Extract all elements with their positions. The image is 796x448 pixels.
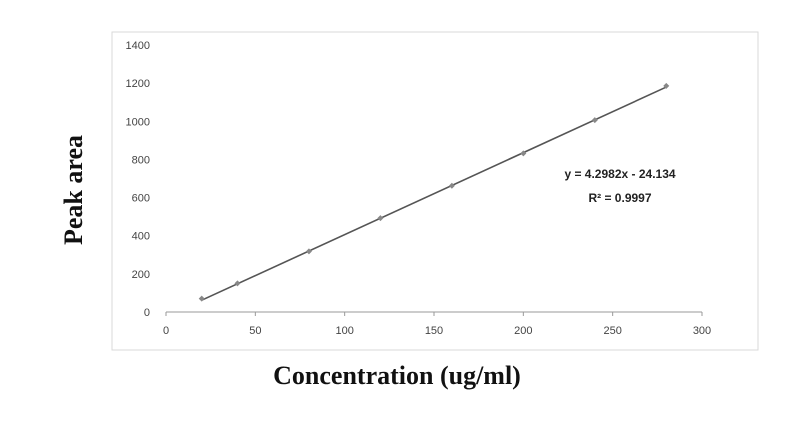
y-axis-title: Peak area bbox=[59, 135, 88, 245]
y-tick-label: 400 bbox=[132, 231, 150, 243]
x-tick-label: 250 bbox=[603, 325, 621, 337]
x-tick-label: 100 bbox=[335, 325, 353, 337]
data-point bbox=[305, 248, 312, 255]
y-tick-label: 1200 bbox=[126, 78, 150, 90]
y-tick-label: 600 bbox=[132, 193, 150, 205]
data-point bbox=[448, 182, 455, 189]
data-point bbox=[234, 280, 241, 287]
data-point bbox=[198, 295, 205, 302]
trendline-equation: y = 4.2982x - 24.134 bbox=[564, 167, 675, 181]
y-axis-ticks: 0 200 400 600 800 1000 1200 1400 bbox=[126, 40, 150, 319]
x-tick-label: 150 bbox=[425, 325, 443, 337]
x-tick-label: 300 bbox=[693, 325, 711, 337]
trendline bbox=[201, 86, 667, 301]
x-axis-ticks: 0 50 100 150 200 250 300 bbox=[163, 312, 711, 337]
x-tick-label: 0 bbox=[163, 325, 169, 337]
r-squared-label: R² = 0.9997 bbox=[588, 191, 651, 205]
x-tick-label: 50 bbox=[249, 325, 261, 337]
data-points bbox=[198, 82, 670, 302]
y-tick-label: 1400 bbox=[126, 40, 150, 52]
data-point bbox=[591, 117, 598, 124]
x-axis-title: Concentration (ug/ml) bbox=[273, 361, 521, 390]
data-point bbox=[663, 82, 670, 89]
data-point bbox=[520, 150, 527, 157]
y-tick-label: 0 bbox=[144, 307, 150, 319]
data-point bbox=[377, 215, 384, 222]
y-tick-label: 200 bbox=[132, 269, 150, 281]
x-tick-label: 200 bbox=[514, 325, 532, 337]
y-tick-label: 1000 bbox=[126, 116, 150, 128]
y-tick-label: 800 bbox=[132, 154, 150, 166]
chart-frame bbox=[111, 31, 759, 351]
